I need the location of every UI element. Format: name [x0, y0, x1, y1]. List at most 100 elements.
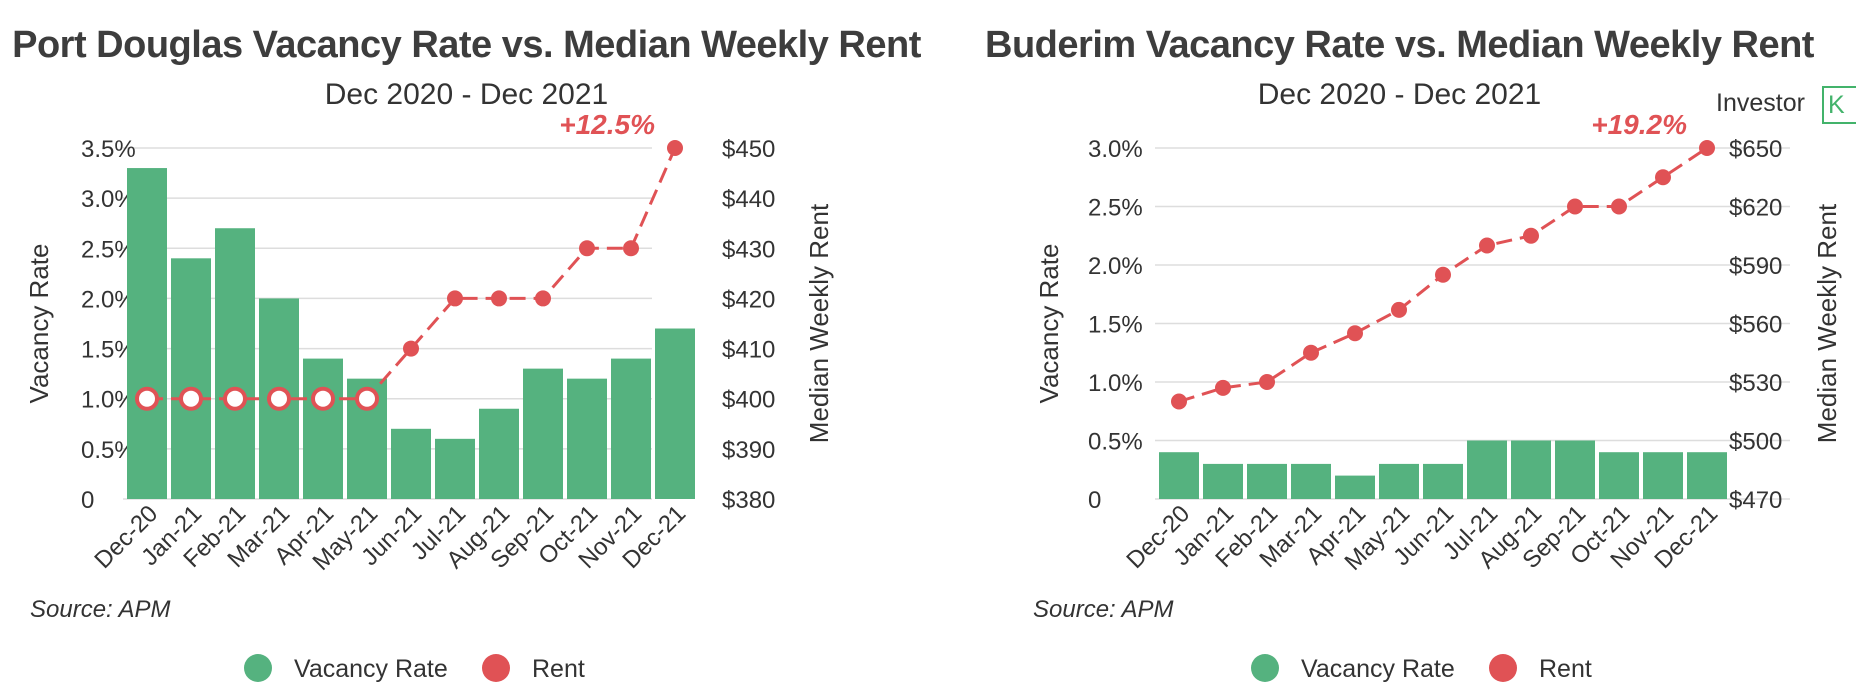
y-tick-label: 1.0%	[1088, 370, 1143, 397]
bar-vacancy	[1379, 463, 1419, 499]
bar-vacancy	[127, 168, 167, 500]
rent-point	[223, 386, 247, 411]
chart-panel-port-douglas: Port Douglas Vacancy Rate vs. Median Wee…	[12, 24, 921, 683]
bar-vacancy	[303, 358, 343, 499]
rent-point	[623, 240, 639, 257]
bar-vacancy	[1643, 452, 1683, 499]
y-tick-label: 0.5%	[1088, 429, 1143, 456]
bar-vacancy	[1423, 463, 1463, 499]
logo-mark: K	[1822, 86, 1856, 124]
legend-marker-vacancy	[244, 654, 272, 682]
legend-label-rent: Rent	[532, 655, 585, 683]
chart-panel-buderim: Buderim Vacancy Rate vs. Median Weekly R…	[933, 0, 1866, 700]
chart-plot: 0 0.5% 1.0% 1.5% 2.0% 2.5% 3.0% $470 $500 $530 $56…	[1034, 109, 1842, 683]
y-tick-label: 1.0%	[81, 387, 136, 414]
bar-vacancy	[215, 228, 255, 499]
chart-subtitle: Dec 2020 - Dec 2021	[1257, 78, 1542, 111]
rent-point	[403, 340, 419, 357]
rent-point	[267, 386, 291, 411]
y2-tick-label: $430	[722, 236, 775, 263]
y-tick-label: 3.0%	[1088, 136, 1143, 163]
chart-source: Source: APM	[1033, 596, 1174, 623]
rent-point	[355, 386, 379, 411]
y-tick-label: 1.5%	[81, 337, 136, 364]
bar-vacancy	[1335, 475, 1375, 499]
rent-point	[1479, 237, 1495, 254]
legend-marker-vacancy	[1251, 654, 1279, 682]
chart-subtitle: Dec 2020 - Dec 2021	[324, 78, 609, 111]
y2-tick-label: $390	[722, 437, 775, 464]
y-tick-label: 2.0%	[1088, 253, 1143, 280]
bar-vacancy	[435, 438, 475, 499]
y-tick-label: 0	[81, 487, 94, 514]
y2-tick-label: $450	[722, 136, 775, 163]
rent-point	[1435, 266, 1451, 283]
y-tick-label: 3.0%	[81, 186, 136, 213]
y2-tick-label: $650	[1729, 136, 1782, 163]
logo-text: Investor	[1716, 89, 1805, 117]
bar-vacancy	[1555, 440, 1595, 499]
rent-point	[311, 386, 335, 411]
legend-label-vacancy: Vacancy Rate	[1301, 655, 1455, 683]
rent-point	[135, 386, 159, 411]
rent-point	[1259, 374, 1275, 390]
rent-point	[667, 140, 683, 156]
rent-point	[491, 290, 507, 307]
bar-vacancy	[1291, 463, 1331, 499]
chart-title: Buderim Vacancy Rate vs. Median Weekly R…	[985, 24, 1814, 66]
rent-point	[1523, 227, 1539, 244]
chart-source: Source: APM	[30, 596, 171, 623]
bar-vacancy	[1247, 463, 1287, 499]
y2-tick-label: $470	[1729, 487, 1782, 514]
investorkit-logo: Investor K	[1716, 86, 1856, 126]
y2-tick-label: $400	[722, 387, 775, 414]
y2-tick-label: $440	[722, 186, 775, 213]
rent-point	[1215, 379, 1231, 396]
bar-vacancy	[1599, 452, 1639, 499]
legend-label-rent: Rent	[1539, 655, 1592, 683]
rent-point	[1655, 169, 1671, 186]
legend-label-vacancy: Vacancy Rate	[294, 655, 448, 683]
rent-point	[535, 290, 551, 307]
bar-vacancy	[479, 408, 519, 499]
bar-vacancy	[523, 368, 563, 499]
y2-tick-label: $420	[722, 286, 775, 313]
y2-tick-label: $410	[722, 337, 775, 364]
rent-point	[579, 240, 595, 257]
y-tick-label: 3.5%	[81, 136, 136, 163]
bar-vacancy	[1687, 452, 1727, 499]
y2-tick-label: $380	[722, 487, 775, 514]
y-tick-label: 0.5%	[81, 437, 136, 464]
rent-point	[1567, 198, 1583, 215]
change-annotation: +12.5%	[559, 109, 655, 140]
bar-vacancy	[1467, 440, 1507, 499]
bar-vacancy	[567, 378, 607, 499]
y2-tick-label: $620	[1729, 195, 1782, 222]
y2-tick-label: $560	[1729, 312, 1782, 339]
change-annotation: +19.2%	[1591, 109, 1687, 140]
bar-vacancy	[611, 358, 651, 499]
rent-point	[1347, 325, 1363, 342]
legend-marker-rent	[1489, 654, 1517, 682]
bar-vacancy	[1511, 440, 1551, 499]
y-tick-label: 2.0%	[81, 286, 136, 313]
rent-point	[447, 290, 463, 307]
rent-point	[179, 386, 203, 411]
y-axis-title: Vacancy Rate	[1034, 244, 1064, 404]
rent-point	[1611, 198, 1627, 215]
bar-vacancy	[1159, 452, 1199, 499]
bar-vacancy	[171, 258, 211, 499]
bar-vacancy	[391, 428, 431, 499]
bar-vacancy	[655, 328, 695, 499]
bar-vacancy	[1203, 463, 1243, 499]
y-tick-label: 1.5%	[1088, 312, 1143, 339]
y2-tick-label: $590	[1729, 253, 1782, 280]
rent-point	[1303, 344, 1319, 361]
rent-point	[1699, 140, 1715, 156]
y-tick-label: 2.5%	[1088, 195, 1143, 222]
chart-plot: 0 0.5% 1.0% 1.5% 2.0% 2.5% 3.0% 3.5% $380 $390 $40…	[24, 109, 834, 683]
y2-tick-label: $530	[1729, 370, 1782, 397]
rent-point	[1171, 393, 1187, 410]
y-axis-title: Vacancy Rate	[24, 244, 54, 404]
y-tick-label: 0	[1088, 487, 1101, 514]
